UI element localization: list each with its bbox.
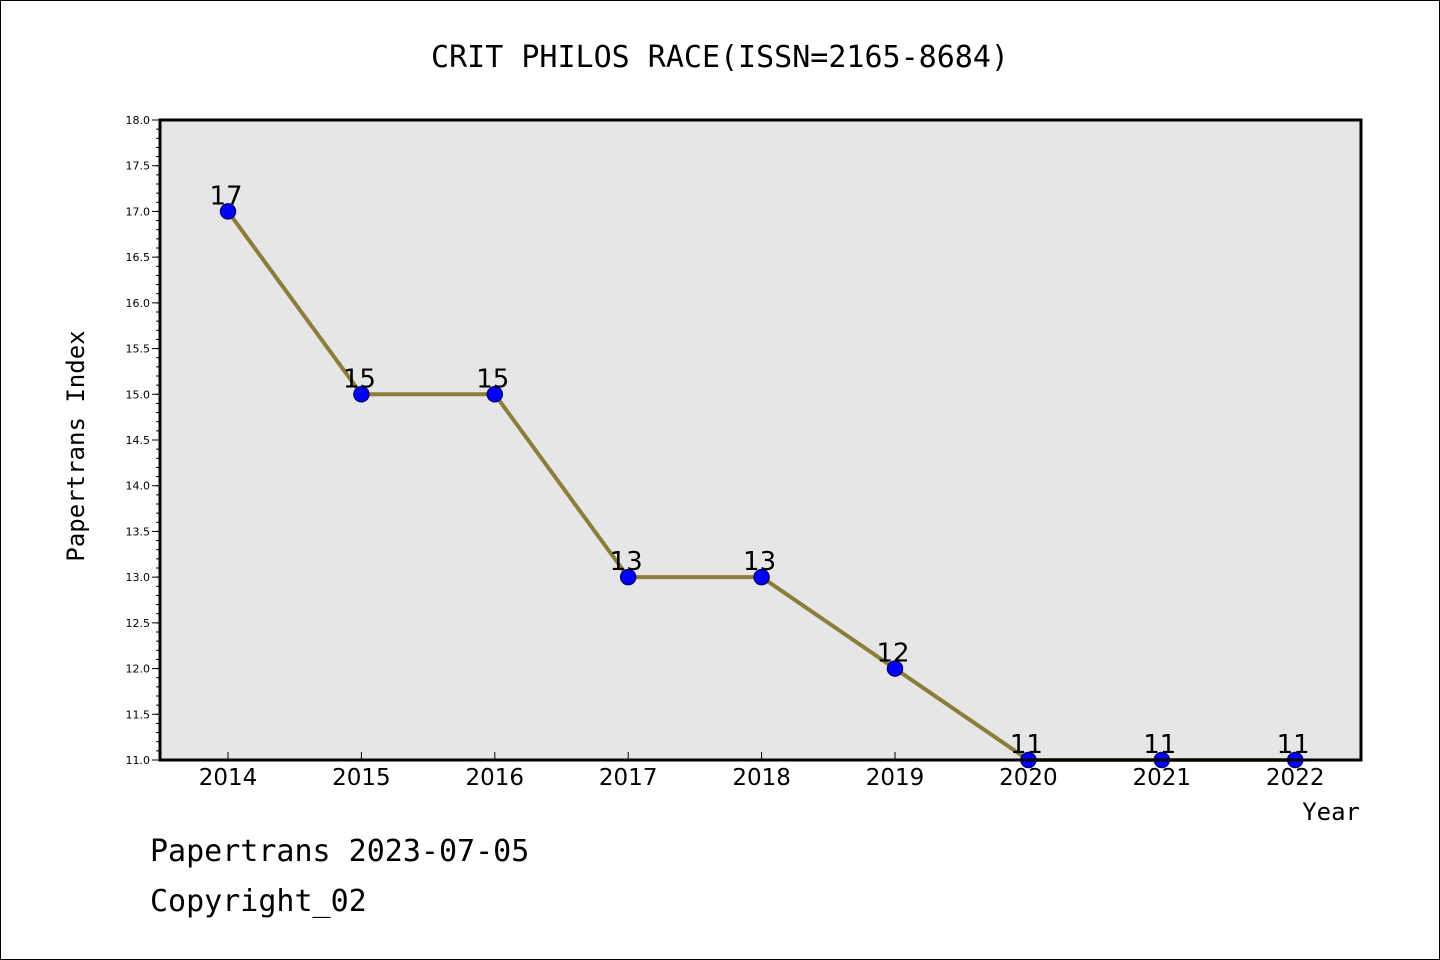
copyright-text: Copyright_02 bbox=[150, 884, 367, 919]
y-tick-label: 17.0 bbox=[126, 205, 151, 218]
y-tick-label: 13.5 bbox=[126, 525, 151, 538]
x-tick-label: 2019 bbox=[866, 765, 925, 791]
y-tick-label: 11.5 bbox=[126, 708, 151, 721]
data-label: 11 bbox=[1277, 730, 1310, 760]
x-tick-label: 2020 bbox=[999, 765, 1058, 791]
y-tick-label: 15.0 bbox=[126, 388, 151, 401]
data-point bbox=[753, 568, 770, 586]
y-tick-label: 11.0 bbox=[126, 754, 151, 767]
data-label: 13 bbox=[610, 547, 643, 577]
y-tick-label: 16.0 bbox=[126, 297, 151, 310]
data-point bbox=[219, 203, 237, 220]
data-label: 12 bbox=[876, 639, 909, 669]
x-tick-label: 2022 bbox=[1266, 765, 1325, 791]
y-tick-label: 16.5 bbox=[126, 251, 151, 264]
x-axis-label: Year bbox=[1302, 798, 1360, 826]
x-tick-label: 2021 bbox=[1133, 765, 1192, 791]
y-axis: 11.0 11.5 12.0 12.5 13.0 13.5 14.0 14.5 15.0 15.5… bbox=[126, 114, 160, 767]
data-label: 13 bbox=[743, 547, 776, 577]
data-point bbox=[486, 386, 504, 403]
data-point bbox=[886, 660, 904, 677]
y-axis-label: Papertrans Index bbox=[62, 330, 90, 561]
data-point bbox=[619, 568, 637, 586]
chart-title: CRIT PHILOS RACE(ISSN=2165-8684) bbox=[431, 40, 1009, 75]
x-tick-label: 2016 bbox=[466, 765, 525, 791]
source-stamp: Papertrans 2023-07-05 bbox=[150, 834, 530, 869]
y-tick-label: 12.0 bbox=[126, 663, 151, 676]
data-label-group: 17 15 15 13 13 12 11 11 11 bbox=[209, 181, 1309, 760]
x-tick-label: 2018 bbox=[732, 765, 791, 791]
y-tick-label: 14.5 bbox=[126, 434, 151, 447]
y-tick-label: 17.5 bbox=[126, 160, 151, 173]
y-tick-label: 18.0 bbox=[126, 114, 151, 127]
data-label: 11 bbox=[1010, 730, 1043, 760]
y-tick-label: 14.0 bbox=[126, 480, 151, 493]
data-label: 11 bbox=[1143, 730, 1176, 760]
data-label: 15 bbox=[476, 364, 509, 394]
x-tick-label: 2014 bbox=[199, 765, 258, 791]
data-label: 15 bbox=[343, 364, 376, 394]
data-point bbox=[353, 386, 370, 403]
x-tick-label: 2017 bbox=[599, 765, 658, 791]
plot-border bbox=[158, 118, 1363, 762]
data-label: 17 bbox=[209, 181, 242, 211]
y-tick-label: 15.5 bbox=[126, 343, 151, 356]
plot-area bbox=[160, 120, 1361, 760]
x-tick-label: 2015 bbox=[332, 765, 391, 791]
y-tick-label: 13.0 bbox=[126, 571, 151, 584]
y-tick-label: 12.5 bbox=[126, 617, 151, 630]
x-axis: 2014 2015 2016 2017 2018 2019 2020 2021 2022 bbox=[199, 752, 1325, 791]
